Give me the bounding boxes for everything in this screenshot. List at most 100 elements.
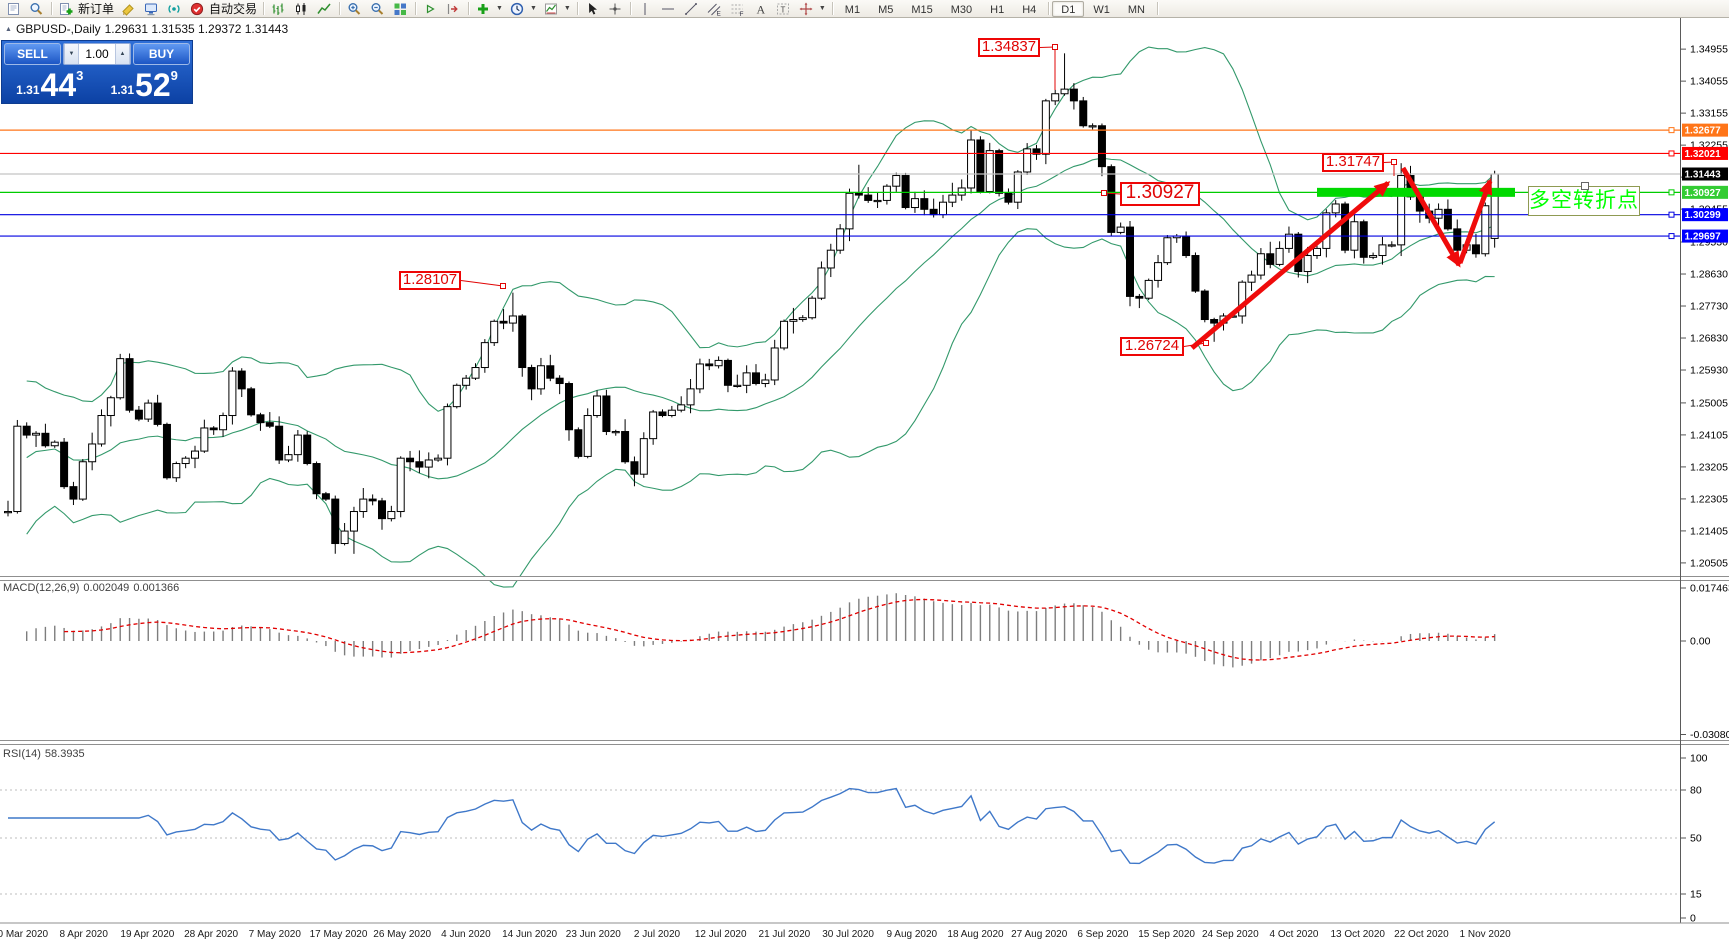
macd-name: MACD(12,26,9) <box>3 582 80 594</box>
chart-shift-button[interactable] <box>442 1 465 17</box>
svg-text:1.34955: 1.34955 <box>1690 44 1728 56</box>
price-callout-1.26724[interactable]: 1.26724 <box>1120 337 1184 356</box>
sell-button[interactable]: SELL <box>4 43 61 65</box>
candlestick-button[interactable] <box>290 1 313 17</box>
dropdown-arrow-icon: ▼ <box>563 5 571 12</box>
toolbar-separator <box>415 2 417 15</box>
svg-text:27 Aug 2020: 27 Aug 2020 <box>1011 929 1068 940</box>
volume-stepper[interactable]: ▼ 1.00 ▲ <box>63 43 131 65</box>
rsi-name: RSI(14) <box>3 748 41 760</box>
price-callout-1.28107[interactable]: 1.28107 <box>399 271 461 290</box>
macd-pane: 0.017463 0.00 -0.030803 <box>26 582 1729 741</box>
price-callout-1.34837[interactable]: 1.34837 <box>978 38 1040 57</box>
indicators-button[interactable]: ▼ <box>472 1 506 17</box>
fibonacci-icon: F <box>731 4 743 17</box>
equidistant-channel-button[interactable]: E <box>703 1 726 17</box>
text-label-button[interactable]: T <box>772 1 795 17</box>
svg-text:12 Jul 2020: 12 Jul 2020 <box>695 929 747 940</box>
price-axis: 1.349551.340551.331551.322551.313551.304… <box>1680 44 1728 569</box>
svg-text:15 Sep 2020: 15 Sep 2020 <box>1138 929 1195 940</box>
auto-scroll-button[interactable] <box>419 1 442 17</box>
buy-price-prefix: 1.31 <box>110 83 135 97</box>
fibonacci-button[interactable]: F <box>726 1 749 17</box>
templates-button[interactable]: ▼ <box>540 1 574 17</box>
sell-price[interactable]: 1.31 44 3 <box>4 67 96 101</box>
svg-text:7 May 2020: 7 May 2020 <box>249 929 302 940</box>
svg-text:0: 0 <box>1690 913 1696 925</box>
one-click-trading-panel: SELL ▼ 1.00 ▲ BUY 1.31 44 3 1.31 52 9 <box>1 40 193 104</box>
cursor-button[interactable] <box>581 1 604 17</box>
svg-text:1.24105: 1.24105 <box>1690 429 1728 441</box>
timeframe-m30-button[interactable]: M30 <box>942 1 981 17</box>
svg-text:1.27730: 1.27730 <box>1690 301 1728 313</box>
svg-text:T: T <box>780 5 785 14</box>
trendline-button[interactable] <box>680 1 703 17</box>
timeframe-h4-button[interactable]: H4 <box>1013 1 1045 17</box>
svg-text:6 Sep 2020: 6 Sep 2020 <box>1077 929 1129 940</box>
candles <box>4 53 1499 554</box>
buy-price[interactable]: 1.31 52 9 <box>99 67 191 101</box>
price-callout-1.31747[interactable]: 1.31747 <box>1322 153 1384 172</box>
turning-point-text-object[interactable]: 多空转折点 <box>1528 182 1640 216</box>
svg-text:1 Nov 2020: 1 Nov 2020 <box>1460 929 1512 940</box>
terminal-button[interactable] <box>140 1 163 17</box>
selection-handle[interactable] <box>1581 182 1589 190</box>
volume-value[interactable]: 1.00 <box>79 44 115 64</box>
text-button[interactable]: A <box>749 1 772 17</box>
svg-text:19 Apr 2020: 19 Apr 2020 <box>120 929 174 940</box>
chart-symbol-period: GBPUSD-,Daily <box>15 22 101 36</box>
new-chart-icon <box>8 2 19 15</box>
timeframe-h1-button[interactable]: H1 <box>981 1 1013 17</box>
horizontal-line-button[interactable] <box>657 1 680 17</box>
svg-text:1.25930: 1.25930 <box>1690 365 1728 377</box>
autotrading-button-label: 自动交易 <box>209 2 258 16</box>
svg-text:1.29697: 1.29697 <box>1685 232 1722 243</box>
arrows-button[interactable]: ▼ <box>795 1 829 17</box>
svg-text:1.33155: 1.33155 <box>1690 108 1728 120</box>
svg-text:A: A <box>756 2 765 16</box>
timeframe-w1-button[interactable]: W1 <box>1084 1 1119 17</box>
profiles-button[interactable] <box>25 1 48 17</box>
svg-text:1.30299: 1.30299 <box>1685 210 1722 221</box>
tile-windows-button[interactable] <box>389 1 412 17</box>
svg-text:15: 15 <box>1690 889 1702 901</box>
volume-up-button[interactable]: ▲ <box>115 44 130 64</box>
toolbar-separator <box>576 2 578 15</box>
new-chart-button[interactable] <box>2 1 25 17</box>
arrows-icon <box>799 2 813 15</box>
buy-button[interactable]: BUY <box>133 43 190 65</box>
timeframe-m5-button[interactable]: M5 <box>869 1 902 17</box>
bollinger-bands <box>26 46 1496 588</box>
new-order-button[interactable]: 新订单 <box>55 1 117 17</box>
objects-button[interactable] <box>117 1 140 17</box>
timeframe-d1-button[interactable]: D1 <box>1052 0 1085 17</box>
timeframe-m15-button[interactable]: M15 <box>902 1 941 17</box>
price-callout-1.30927[interactable]: 1.30927 <box>1120 182 1200 206</box>
timeframe-m1-button[interactable]: M1 <box>836 1 869 17</box>
periods-button[interactable]: ▼ <box>506 1 540 17</box>
autotrading-button[interactable]: 自动交易 <box>186 1 260 17</box>
zoom-out-button[interactable] <box>366 1 389 17</box>
periods-icon <box>510 2 524 15</box>
timeframe-mn-button[interactable]: MN <box>1119 1 1154 17</box>
date-axis: 30 Mar 2020 8 Apr 2020 19 Apr 2020 28 Apr 2… <box>0 929 1511 940</box>
zoom-in-icon <box>348 2 361 15</box>
crosshair-button[interactable] <box>604 1 627 17</box>
vertical-line-button[interactable] <box>634 1 657 17</box>
svg-text:1.32021: 1.32021 <box>1685 149 1722 160</box>
alerts-button[interactable] <box>163 1 186 17</box>
zoom-in-button[interactable] <box>343 1 366 17</box>
toolbar-separator <box>51 2 52 15</box>
text-label-icon: T <box>776 3 789 14</box>
line-chart-button[interactable] <box>313 1 336 17</box>
svg-text:26 May 2020: 26 May 2020 <box>373 929 431 940</box>
bar-chart-button[interactable] <box>267 1 290 17</box>
indicators-icon <box>478 3 489 14</box>
toolbar-separator <box>831 2 833 15</box>
svg-text:30 Jul 2020: 30 Jul 2020 <box>822 929 874 940</box>
svg-text:1.34055: 1.34055 <box>1690 76 1728 88</box>
svg-text:18 Aug 2020: 18 Aug 2020 <box>947 929 1004 940</box>
volume-down-button[interactable]: ▼ <box>64 44 79 64</box>
